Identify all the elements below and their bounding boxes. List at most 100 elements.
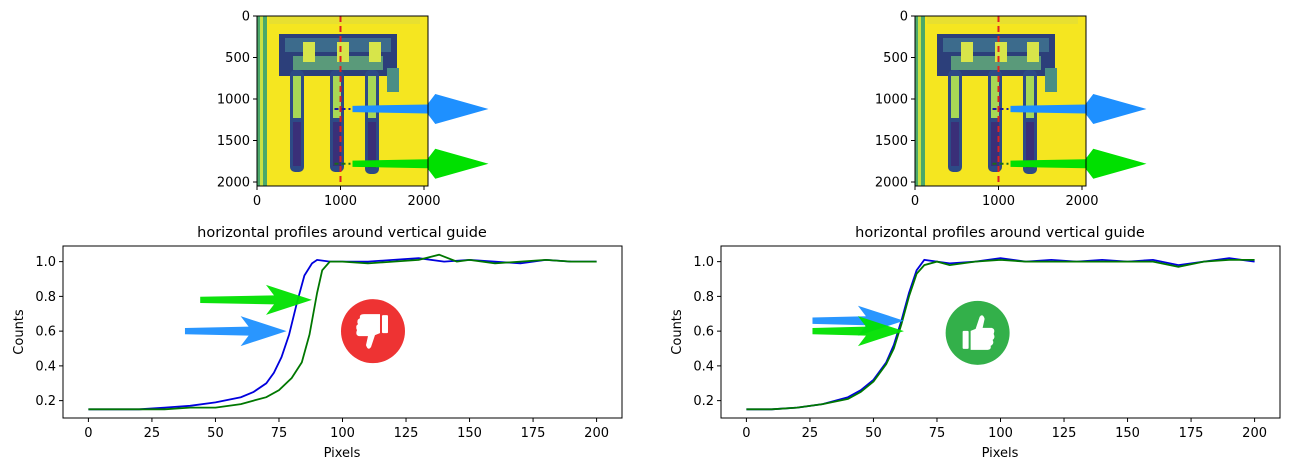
bracket-clip <box>1027 42 1039 62</box>
y-axis-label: Counts <box>12 309 27 355</box>
blue-arrow <box>352 93 489 124</box>
x-tick-label: 75 <box>271 426 288 441</box>
y-tick-label: 1000 <box>875 93 908 108</box>
blue-arrow <box>1010 93 1147 124</box>
image-frame <box>914 15 1087 187</box>
leg-lower <box>368 122 376 168</box>
leg-lower <box>333 122 341 166</box>
green-profile-line <box>88 253 597 411</box>
x-tick-label: 175 <box>521 426 546 441</box>
leg-upper <box>368 76 376 118</box>
y-tick-label: 2000 <box>217 176 250 191</box>
y-tick-label: 1500 <box>217 134 250 149</box>
bracket-clip <box>337 42 349 62</box>
x-tick-label: 0 <box>742 426 750 441</box>
y-tick-label: 0.2 <box>693 394 714 409</box>
thumb-cuff <box>381 315 388 334</box>
x-tick-label: 150 <box>457 426 482 441</box>
side-piece <box>1045 68 1057 92</box>
sample-image <box>915 16 1086 186</box>
y-tick-label: 1500 <box>875 134 908 149</box>
top-strip <box>269 16 420 24</box>
image-frame <box>256 15 429 187</box>
x-tick-label: 125 <box>394 426 419 441</box>
leg-upper <box>1026 76 1034 118</box>
x-tick-label: 50 <box>865 426 882 441</box>
y-tick-label: 0.6 <box>693 325 714 340</box>
leg-upper <box>293 76 301 118</box>
x-tick-label: 0 <box>253 194 261 209</box>
x-tick-label: 0 <box>911 194 919 209</box>
leg-upper <box>991 76 999 118</box>
x-tick-label: 200 <box>1242 426 1267 441</box>
blue-arrow <box>812 305 904 336</box>
profile-chart-right: horizontal profiles around vertical guid… <box>670 225 1281 461</box>
bracket-clip <box>303 42 315 62</box>
y-tick-label: 0 <box>900 10 908 25</box>
left-edge-highlight <box>918 16 921 186</box>
leg-lower <box>1026 122 1034 168</box>
y-tick-label: 0.6 <box>35 325 56 340</box>
green-arrow <box>812 316 904 347</box>
x-tick-label: 2000 <box>1065 194 1098 209</box>
chart-title: horizontal profiles around vertical guid… <box>855 225 1145 241</box>
leg-lower <box>991 122 999 166</box>
y-tick-label: 0.2 <box>35 394 56 409</box>
x-tick-label: 0 <box>84 426 92 441</box>
y-tick-label: 0.4 <box>693 359 714 374</box>
y-tick-label: 1000 <box>217 93 250 108</box>
y-tick-label: 0.8 <box>35 290 56 305</box>
x-axis-label: Pixels <box>324 446 361 461</box>
thumbs-down-icon <box>356 314 388 349</box>
x-tick-label: 175 <box>1179 426 1204 441</box>
y-tick-label: 0.8 <box>693 290 714 305</box>
x-axis-label: Pixels <box>982 446 1019 461</box>
profile-chart-left: horizontal profiles around vertical guid… <box>12 225 623 461</box>
y-tick-label: 500 <box>225 51 250 66</box>
x-tick-label: 25 <box>144 426 161 441</box>
leg-lower <box>293 122 301 166</box>
y-axis-label: Counts <box>670 309 685 355</box>
green-profile-line <box>746 258 1255 411</box>
x-tick-label: 2000 <box>407 194 440 209</box>
x-tick-label: 200 <box>584 426 609 441</box>
thumb-cuff <box>962 330 969 349</box>
thumb-hand <box>356 314 380 349</box>
x-tick-label: 150 <box>1115 426 1140 441</box>
bracket-inner <box>293 56 383 70</box>
y-tick-label: 500 <box>883 51 908 66</box>
y-tick-label: 1.0 <box>693 255 714 270</box>
y-tick-label: 0 <box>242 10 250 25</box>
x-tick-label: 1000 <box>324 194 357 209</box>
leg-upper <box>333 76 341 118</box>
leg-upper <box>951 76 959 118</box>
bracket-inner <box>951 56 1041 70</box>
side-piece <box>387 68 399 92</box>
x-tick-label: 100 <box>988 426 1013 441</box>
x-tick-label: 125 <box>1052 426 1077 441</box>
thumb-hand <box>970 315 995 350</box>
thumbs-down-badge <box>340 299 405 364</box>
green-arrow <box>200 284 313 315</box>
leg-lower <box>951 122 959 166</box>
x-tick-label: 100 <box>330 426 355 441</box>
bracket-clip <box>961 42 973 62</box>
green-arrow <box>352 148 489 179</box>
bracket-clip <box>995 42 1007 62</box>
y-tick-label: 0.4 <box>35 359 56 374</box>
x-tick-label: 50 <box>207 426 224 441</box>
top-strip <box>927 16 1078 24</box>
x-tick-label: 1000 <box>982 194 1015 209</box>
y-tick-label: 1.0 <box>35 255 56 270</box>
x-tick-label: 25 <box>802 426 819 441</box>
thumbs-up-icon <box>962 315 995 350</box>
left-edge-highlight <box>260 16 263 186</box>
blue-arrow <box>184 316 287 347</box>
bracket-clip <box>369 42 381 62</box>
x-tick-label: 75 <box>929 426 946 441</box>
chart-title: horizontal profiles around vertical guid… <box>197 225 487 241</box>
y-tick-label: 2000 <box>875 176 908 191</box>
